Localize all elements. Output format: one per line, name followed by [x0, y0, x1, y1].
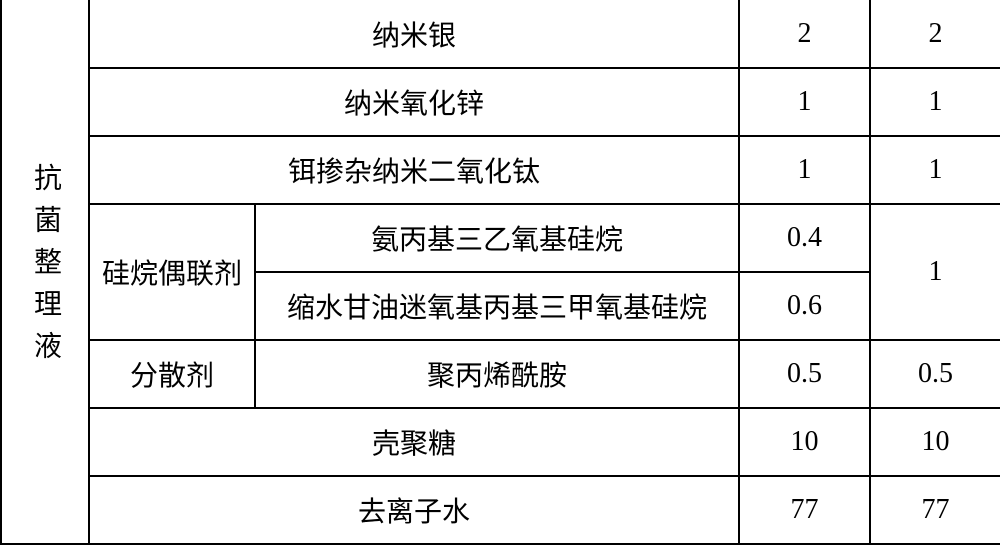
value-col-1: 0.4 [739, 204, 870, 272]
category-label: 抗菌整理液 [25, 163, 65, 373]
composition-table-container: 抗菌整理液 纳米银 2 2 纳米氧化锌 1 1 铒掺杂纳米二氧化钛 1 1 硅烷… [0, 0, 1000, 545]
table-row: 去离子水 77 77 [1, 476, 1000, 544]
subgroup-silane-label: 硅烷偶联剂 [89, 204, 255, 340]
value-col-1: 2 [739, 0, 870, 68]
value-col-1: 0.5 [739, 340, 870, 408]
ingredient-name: 氨丙基三乙氧基硅烷 [255, 204, 739, 272]
ingredient-name: 聚丙烯酰胺 [255, 340, 739, 408]
table-row: 硅烷偶联剂 氨丙基三乙氧基硅烷 0.4 1 [1, 204, 1000, 272]
ingredient-name: 去离子水 [89, 476, 739, 544]
value-col-2: 1 [870, 68, 1000, 136]
ingredient-name: 缩水甘油迷氧基丙基三甲氧基硅烷 [255, 272, 739, 340]
ingredient-name: 纳米银 [89, 0, 739, 68]
value-col-1: 0.6 [739, 272, 870, 340]
value-col-2-merged: 1 [870, 204, 1000, 340]
value-col-2: 0.5 [870, 340, 1000, 408]
ingredient-name: 铒掺杂纳米二氧化钛 [89, 136, 739, 204]
ingredient-name: 壳聚糖 [89, 408, 739, 476]
value-col-1: 1 [739, 136, 870, 204]
subgroup-dispersant-label: 分散剂 [89, 340, 255, 408]
table-row: 壳聚糖 10 10 [1, 408, 1000, 476]
table-row: 纳米氧化锌 1 1 [1, 68, 1000, 136]
value-col-2: 1 [870, 136, 1000, 204]
table-row: 抗菌整理液 纳米银 2 2 [1, 0, 1000, 68]
value-col-1: 10 [739, 408, 870, 476]
table-row: 分散剂 聚丙烯酰胺 0.5 0.5 [1, 340, 1000, 408]
table-row: 铒掺杂纳米二氧化钛 1 1 [1, 136, 1000, 204]
value-col-1: 1 [739, 68, 870, 136]
composition-table: 抗菌整理液 纳米银 2 2 纳米氧化锌 1 1 铒掺杂纳米二氧化钛 1 1 硅烷… [0, 0, 1000, 545]
value-col-2: 2 [870, 0, 1000, 68]
value-col-2: 77 [870, 476, 1000, 544]
value-col-1: 77 [739, 476, 870, 544]
category-cell: 抗菌整理液 [1, 0, 89, 544]
value-col-2: 10 [870, 408, 1000, 476]
ingredient-name: 纳米氧化锌 [89, 68, 739, 136]
